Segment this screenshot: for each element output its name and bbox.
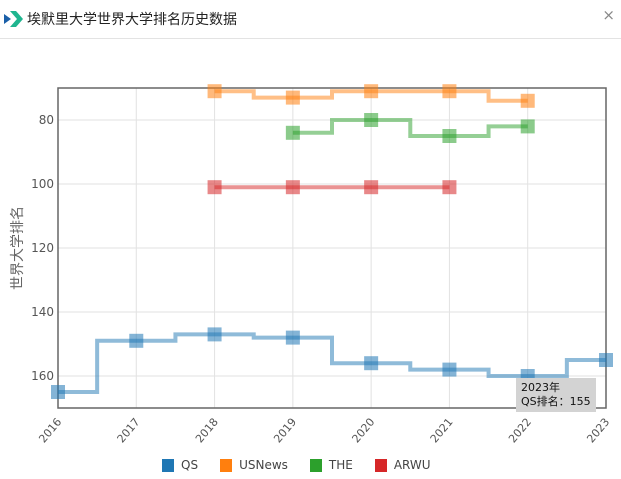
- legend-swatch: [309, 458, 322, 472]
- x-tick-label: 2022: [506, 416, 534, 446]
- data-point-THE: [442, 129, 457, 143]
- dialog-title: 埃默里大学世界大学排名历史数据: [27, 12, 237, 28]
- data-point-QS: [599, 353, 613, 367]
- y-tick-label: 160: [31, 369, 54, 383]
- legend-swatch: [374, 458, 387, 472]
- data-point-QS: [364, 356, 379, 371]
- close-icon[interactable]: ×: [602, 6, 615, 24]
- legend-label: QS: [181, 458, 199, 472]
- legend-label: ARWU: [393, 458, 431, 472]
- data-point-USNews: [207, 84, 222, 99]
- series-line-QS: [58, 332, 606, 394]
- data-point-ARWU: [364, 180, 379, 195]
- y-axis-label: 世界大学排名: [10, 206, 26, 290]
- data-point-THE: [364, 113, 379, 127]
- plot-frame: [57, 87, 607, 409]
- legend-item-USNews[interactable]: USNews: [220, 458, 288, 472]
- x-tick-label: 2021: [428, 416, 456, 446]
- x-tick-label: 2018: [193, 416, 221, 446]
- legend-item-THE[interactable]: THE: [309, 458, 353, 472]
- data-point-USNews: [520, 93, 535, 108]
- chart-legend: QS USNews THE ARWU: [162, 458, 431, 472]
- y-tick-label: 100: [31, 177, 54, 191]
- x-tick-label: 2019: [271, 416, 299, 446]
- legend-item-QS[interactable]: QS: [162, 458, 198, 472]
- legend-label: THE: [328, 458, 353, 472]
- data-point-QS: [51, 385, 65, 399]
- data-point-ARWU: [442, 180, 457, 195]
- data-point-THE: [520, 119, 535, 134]
- brand-logo-icon: [4, 11, 23, 27]
- data-point-QS: [207, 327, 222, 342]
- x-tick-label: 2020: [349, 416, 377, 446]
- chart-tooltip: 2023年 QS排名：155: [516, 378, 596, 412]
- dialog-header: 埃默里大学世界大学排名历史数据 ×: [0, 0, 621, 39]
- y-tick-label: 140: [31, 305, 54, 319]
- tooltip-value: QS排名：155: [521, 395, 591, 408]
- data-point-USNews: [285, 90, 300, 105]
- data-point-QS: [285, 330, 300, 345]
- data-point-USNews: [364, 84, 379, 99]
- data-point-ARWU: [285, 180, 300, 195]
- x-tick-label: 2016: [36, 416, 64, 446]
- x-tick-label: 2023: [584, 416, 612, 446]
- legend-item-ARWU[interactable]: ARWU: [374, 458, 431, 472]
- x-tick-label: 2017: [115, 416, 143, 446]
- tooltip-year: 2023年: [521, 381, 560, 394]
- legend-label: USNews: [239, 458, 288, 472]
- y-tick-label: 120: [31, 241, 54, 255]
- y-tick-label: 80: [39, 113, 54, 127]
- series-line-USNews: [214, 89, 528, 103]
- legend-swatch: [220, 458, 233, 472]
- series-line-THE: [292, 118, 528, 138]
- data-point-THE: [285, 125, 300, 140]
- data-point-QS: [129, 333, 144, 348]
- legend-swatch: [162, 458, 174, 472]
- data-point-ARWU: [207, 180, 222, 195]
- data-point-QS: [442, 362, 457, 377]
- data-point-USNews: [442, 84, 457, 99]
